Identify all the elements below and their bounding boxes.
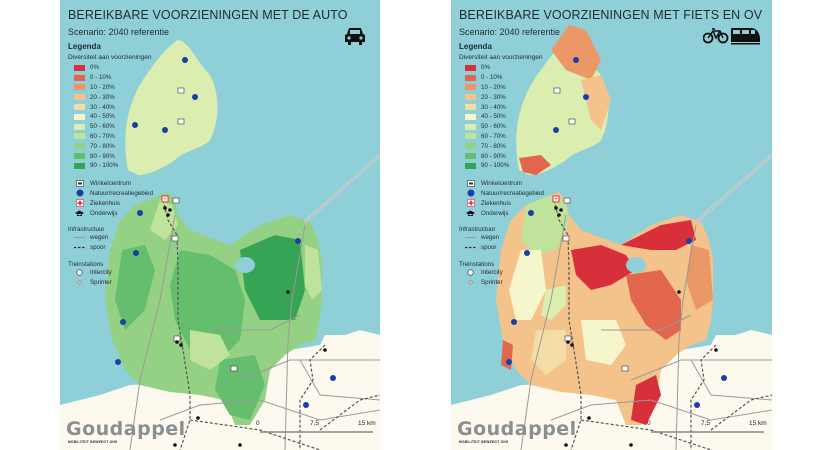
poi-markers: + — [506, 57, 727, 447]
svg-text:+: + — [163, 197, 167, 203]
map-panel-fiets-ov: + BEREIKBARE VOORZIENINGEN MET FIETS EN … — [451, 0, 772, 450]
scale-label-end: 15 km — [358, 420, 376, 427]
scenario-subtitle: Scenario: 2040 referentie — [68, 27, 170, 37]
hospital-icon — [74, 199, 85, 208]
legend-class: 40 - 50% — [68, 112, 153, 122]
legend-heading: Legenda — [459, 42, 492, 51]
legend-stations: Treinstations Intercity Sprinter — [459, 260, 503, 286]
legend-classes: 0% 0 - 10% 10 - 20% 20 - 30% 30 - 40% 40… — [68, 63, 153, 171]
legend-class: 40 - 50% — [459, 112, 544, 122]
shopping-center-icon — [74, 180, 85, 187]
roads — [520, 214, 772, 450]
scenario-subtitle: Scenario: 2040 referentie — [459, 27, 561, 37]
legend-class: 30 - 40% — [68, 102, 153, 112]
logo-tagline: MOBILITEIT BEWEEGT ONS — [68, 440, 118, 444]
nature-area-icon — [465, 189, 476, 197]
legend-class: 70 - 80% — [459, 141, 544, 151]
sprinter-station-icon — [465, 279, 476, 286]
svg-text:+: + — [554, 197, 558, 203]
legend-poi: Winkelcentrum Natuur/recreatiegebied Zie… — [459, 179, 544, 218]
intercity-station-icon — [465, 269, 476, 276]
texel-island — [125, 40, 218, 175]
legend-class: 20 - 30% — [68, 92, 153, 102]
legend-class: 90 - 100% — [68, 161, 153, 171]
scale-label-mid: 7,5 — [310, 420, 320, 427]
legend-classes: 0% 0 - 10% 10 - 20% 20 - 30% 30 - 40% 40… — [459, 63, 544, 171]
legend-infra: Infrastructuur wegen spoor — [459, 225, 500, 252]
legend-class: 70 - 80% — [68, 141, 153, 151]
education-icon — [74, 210, 85, 217]
scale-label-0: 0 — [256, 420, 260, 427]
legend-heading: Legenda — [68, 42, 101, 51]
legend-class: 30 - 40% — [459, 102, 544, 112]
legend-class: 0 - 10% — [459, 73, 544, 83]
legend: Legenda Diversiteit aan voorzieningen 0%… — [68, 42, 153, 287]
logo-tagline: MOBILITEIT BEWEEGT ONS — [459, 440, 509, 444]
nature-area-icon — [74, 189, 85, 197]
legend: Legenda Diversiteit aan voorzieningen 0%… — [459, 42, 544, 287]
legend-class: 50 - 60% — [68, 122, 153, 132]
railway — [553, 199, 772, 450]
goudappel-logo: Goudappel — [457, 418, 577, 440]
legend-class: 10 - 20% — [459, 83, 544, 93]
car-icon — [343, 26, 367, 51]
education-icon — [465, 210, 476, 217]
shopping-center-icon — [465, 180, 476, 187]
roads — [129, 214, 380, 450]
legend-class: 80 - 90% — [459, 151, 544, 161]
legend-class: 50 - 60% — [459, 122, 544, 132]
goudappel-logo: Goudappel — [66, 418, 186, 440]
legend-class-title: Diversiteit aan voorzieningen — [68, 54, 152, 61]
map-title: BEREIKBARE VOORZIENINGEN MET DE AUTO — [68, 8, 348, 22]
map-canvas[interactable]: + — [60, 0, 380, 450]
map-panel-auto: + BEREIKBARE VOORZIENINGEN MET DE AUTO S… — [60, 0, 380, 450]
lake — [235, 257, 255, 273]
road-line-icon — [465, 236, 476, 239]
railway-line-icon — [465, 246, 476, 249]
legend-poi: Winkelcentrum Natuur/recreatiegebied Zie… — [68, 179, 153, 218]
intercity-station-icon — [74, 269, 85, 276]
scale-label-end: 15 km — [749, 420, 767, 427]
road-line-icon — [74, 236, 85, 239]
railway — [162, 199, 380, 450]
scale-label-0: 0 — [647, 420, 651, 427]
legend-stations: Treinstations Intercity Sprinter — [68, 260, 112, 286]
railway-line-icon — [74, 246, 85, 249]
legend-class: 80 - 90% — [68, 151, 153, 161]
poi-markers: + — [115, 57, 336, 447]
lake — [626, 257, 646, 273]
legend-infra: Infrastructuur wegen spoor — [68, 225, 109, 252]
legend-class: 60 - 70% — [68, 132, 153, 142]
bicycle-icon — [702, 28, 729, 49]
legend-class: 0% — [68, 63, 153, 73]
legend-class: 90 - 100% — [459, 161, 544, 171]
legend-class: 20 - 30% — [459, 92, 544, 102]
hospital-icon — [465, 199, 476, 208]
map-canvas[interactable]: + — [451, 0, 772, 450]
legend-class: 0% — [459, 63, 544, 73]
map-title: BEREIKBARE VOORZIENINGEN MET FIETS EN OV — [459, 8, 763, 22]
legend-class: 0 - 10% — [68, 73, 153, 83]
legend-class-title: Diversiteit aan voorzieningen — [459, 54, 543, 61]
scale-label-mid: 7,5 — [701, 420, 711, 427]
legend-class: 60 - 70% — [459, 132, 544, 142]
legend-class: 10 - 20% — [68, 83, 153, 93]
train-icon — [729, 24, 761, 51]
sprinter-station-icon — [74, 279, 85, 286]
